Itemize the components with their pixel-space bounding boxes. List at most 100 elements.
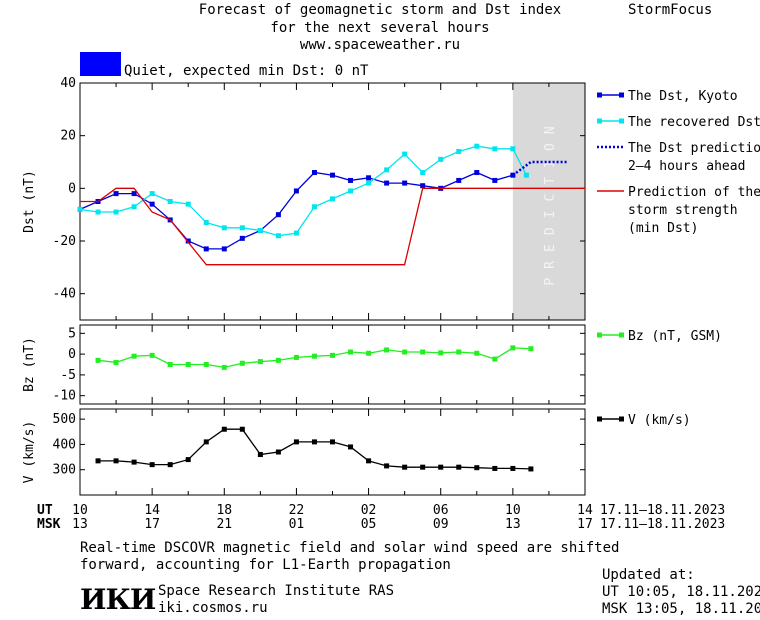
legend-label: The Dst prediction xyxy=(628,141,760,156)
msk-date-range: 17.11–18.11.2023 xyxy=(600,517,725,532)
data-point xyxy=(474,350,480,356)
status-color-box xyxy=(80,52,121,76)
legend-label: The recovered Dst xyxy=(628,115,760,130)
data-point xyxy=(275,357,281,363)
data-point xyxy=(149,191,155,197)
data-point xyxy=(420,464,426,470)
data-point xyxy=(528,466,534,472)
series-line xyxy=(79,171,514,250)
data-point xyxy=(492,177,498,183)
y-tick-label: 20 xyxy=(60,129,76,144)
data-point xyxy=(456,349,462,355)
data-point xyxy=(384,463,390,469)
data-point xyxy=(149,201,155,207)
y-tick-label: 5 xyxy=(68,326,76,341)
msk-tick-label: 05 xyxy=(361,517,377,532)
series-line xyxy=(80,187,585,266)
data-point xyxy=(348,188,354,194)
speed-panel: 500 400 300 V (km/s) xyxy=(22,408,586,496)
ut-tick-label: 14 xyxy=(144,503,160,518)
y-tick-label: 0 xyxy=(68,347,76,362)
data-point xyxy=(438,464,444,470)
data-point xyxy=(348,177,354,183)
ut-tick-label: 22 xyxy=(289,503,305,518)
data-point xyxy=(420,183,426,189)
data-point xyxy=(456,148,462,154)
data-point xyxy=(510,345,516,351)
y-tick-label: 400 xyxy=(53,437,76,452)
y-tick-label: 300 xyxy=(53,463,76,478)
plot-frame xyxy=(79,408,586,496)
data-point xyxy=(384,347,390,353)
y-tick-label: -10 xyxy=(53,389,76,404)
msk-tick-label: 17 xyxy=(577,517,593,532)
data-point xyxy=(167,199,173,204)
updated-label: Updated at: xyxy=(602,567,695,583)
data-point xyxy=(330,172,335,178)
legend-label: (min Dst) xyxy=(628,221,698,236)
data-point xyxy=(113,209,119,215)
data-point xyxy=(203,362,209,367)
data-point xyxy=(149,352,155,358)
prediction-band xyxy=(512,83,585,320)
data-point xyxy=(474,465,480,471)
data-point xyxy=(510,172,516,178)
data-point xyxy=(311,439,317,445)
data-point xyxy=(438,156,444,162)
updated-ut: UT 10:05, 18.11.2023 xyxy=(602,584,760,600)
data-point xyxy=(257,452,263,458)
data-point xyxy=(456,177,462,183)
footer-note-line-1: Real-time DSCOVR magnetic field and sola… xyxy=(80,540,620,556)
data-point xyxy=(131,191,137,197)
data-point xyxy=(438,350,444,356)
ut-label: UT xyxy=(37,503,53,518)
data-point xyxy=(275,233,281,239)
data-point xyxy=(366,180,372,186)
legend-marker xyxy=(619,416,624,422)
plot-frame xyxy=(79,82,586,321)
data-point xyxy=(131,459,137,465)
chart-title-line-2: for the next several hours xyxy=(270,20,490,36)
data-point xyxy=(113,191,119,197)
legend-label: Bz (nT, GSM) xyxy=(628,329,722,344)
data-point xyxy=(221,426,227,432)
data-point xyxy=(366,458,372,464)
data-point xyxy=(185,362,191,367)
data-point xyxy=(239,225,245,231)
data-point xyxy=(330,352,335,358)
data-point xyxy=(95,209,101,215)
institute-website[interactable]: iki.cosmos.ru xyxy=(158,600,268,616)
y-tick-label: -40 xyxy=(53,287,76,302)
prediction-band-label: PREDICTION xyxy=(543,117,558,285)
y-tick-label: -5 xyxy=(60,368,76,383)
data-point xyxy=(523,172,529,178)
data-point xyxy=(131,353,137,359)
data-point xyxy=(420,349,426,355)
data-point xyxy=(167,462,173,468)
ut-tick-label: 06 xyxy=(433,503,449,518)
data-point xyxy=(239,360,245,366)
data-point xyxy=(311,170,317,176)
y-axis-label: V (km/s) xyxy=(22,421,37,484)
dst-panel: PREDICTION 40 20 0 -20 -40 Dst (nT) xyxy=(22,76,586,321)
institute-name: Space Research Institute RAS xyxy=(158,583,395,599)
data-point xyxy=(492,356,498,362)
chart-legend: The Dst, Kyoto The recovered Dst The Dst p… xyxy=(597,89,760,428)
ut-date-range: 17.11–18.11.2023 xyxy=(600,503,725,518)
data-point xyxy=(95,458,101,464)
y-tick-label: 0 xyxy=(68,181,76,196)
legend-marker xyxy=(619,118,624,124)
plot-frame xyxy=(79,324,586,405)
data-point xyxy=(203,246,209,252)
data-point xyxy=(528,346,534,352)
data-point xyxy=(330,196,335,202)
data-point xyxy=(221,225,227,231)
data-point xyxy=(420,170,426,176)
data-point xyxy=(456,464,462,470)
data-point xyxy=(366,175,372,181)
data-point xyxy=(402,151,408,157)
y-tick-label: 500 xyxy=(53,412,76,427)
data-point xyxy=(77,206,83,212)
brand-name: StormFocus xyxy=(628,2,713,18)
